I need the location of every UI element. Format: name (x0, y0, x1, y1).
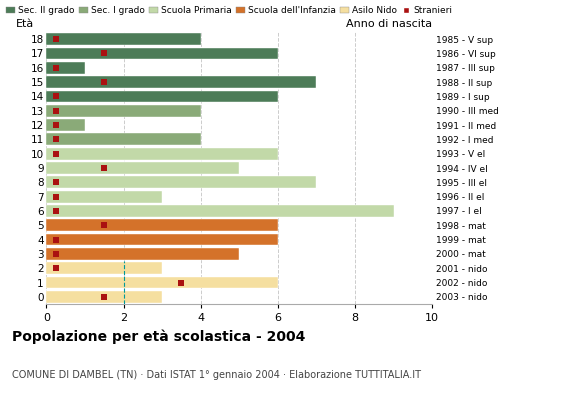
Bar (46, 90, 278, 102)
Bar (46, 277, 278, 288)
Text: COMUNE DI DAMBEL (TN) · Dati ISTAT 1° gennaio 2004 · Elaborazione TUTTITALIA.IT: COMUNE DI DAMBEL (TN) · Dati ISTAT 1° ge… (12, 370, 420, 380)
Bar (46, 176, 317, 188)
Legend: Sec. II grado, Sec. I grado, Scuola Primaria, Scuola dell'Infanzia, Asilo Nido, : Sec. II grado, Sec. I grado, Scuola Prim… (5, 4, 454, 17)
Text: Anno di nascita: Anno di nascita (346, 19, 432, 29)
Bar (46, 191, 162, 202)
Bar (46, 134, 201, 145)
Bar (46, 291, 162, 303)
Bar (46, 148, 278, 160)
Bar (46, 248, 240, 260)
Bar (46, 33, 201, 45)
Bar (46, 219, 278, 231)
Bar (46, 205, 393, 217)
Bar (46, 162, 240, 174)
Bar (46, 234, 278, 246)
Text: Popolazione per età scolastica - 2004: Popolazione per età scolastica - 2004 (12, 330, 305, 344)
Bar (46, 262, 162, 274)
Bar (46, 119, 85, 131)
Text: Età: Età (16, 19, 34, 29)
Bar (46, 62, 85, 74)
Bar (46, 48, 278, 59)
Bar (46, 76, 317, 88)
Bar (46, 105, 201, 117)
